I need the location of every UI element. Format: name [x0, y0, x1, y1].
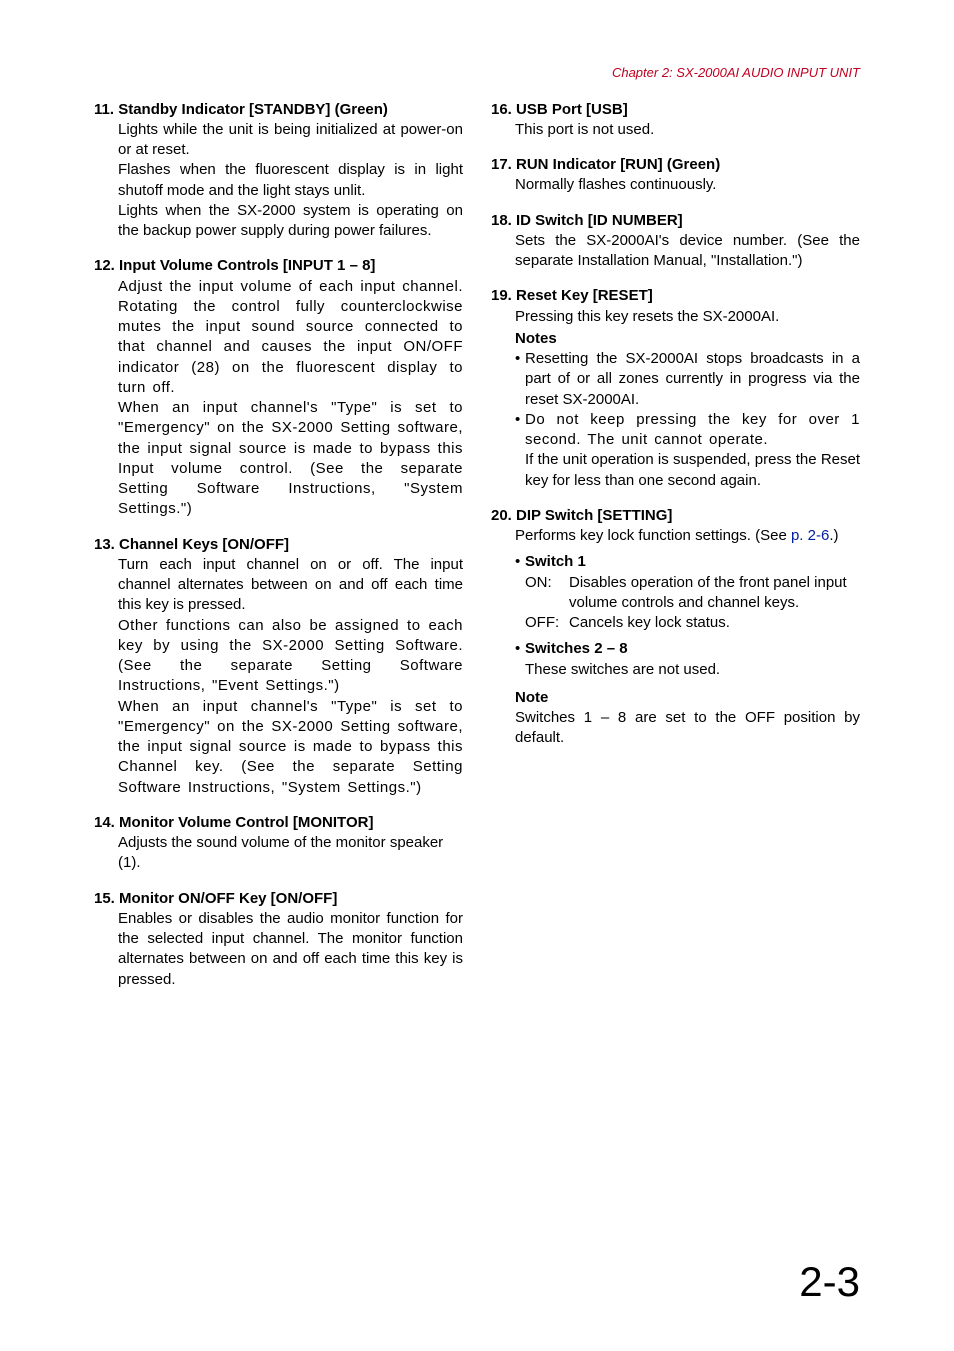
switch-1-on-text: Disables operation of the front panel in…: [569, 573, 860, 614]
entry-13-p3: When an input channel's "Type" is set to…: [118, 697, 463, 798]
entry-20-link[interactable]: p. 2-6: [791, 527, 829, 544]
entry-15-p1: Enables or disables the audio monitor fu…: [118, 909, 463, 990]
entry-16-p1: This port is not used.: [515, 120, 860, 140]
entry-11: 11. Standby Indicator [STANDBY] (Green) …: [94, 100, 463, 242]
switch-1-off-key: OFF:: [525, 613, 563, 633]
entry-19-note2b: If the unit operation is suspended, pres…: [525, 450, 860, 491]
entry-11-p1: Lights while the unit is being initializ…: [118, 120, 463, 161]
entry-19-note2: Do not keep pressing the key for over 1 …: [515, 410, 860, 491]
entry-19-note1: Resetting the SX-2000AI stops broadcasts…: [515, 349, 860, 410]
entry-19-notes-label: Notes: [515, 329, 860, 349]
right-column: 16. USB Port [USB] This port is not used…: [491, 100, 860, 1005]
switch-1-on-row: ON: Disables operation of the front pane…: [525, 573, 860, 614]
entry-20-p1a: Performs key lock function settings. (Se…: [515, 527, 791, 544]
entry-14-title: 14. Monitor Volume Control [MONITOR]: [94, 813, 463, 833]
switch-2-8-desc: These switches are not used.: [525, 660, 860, 680]
entry-18-p1: Sets the SX-2000AI's device number. (See…: [515, 231, 860, 272]
entry-17: 17. RUN Indicator [RUN] (Green) Normally…: [491, 155, 860, 196]
entry-17-p1: Normally flashes continuously.: [515, 175, 860, 195]
entry-20-note-body: Switches 1 – 8 are set to the OFF positi…: [515, 708, 860, 749]
entry-19: 19. Reset Key [RESET] Pressing this key …: [491, 286, 860, 491]
entry-13-title: 13. Channel Keys [ON/OFF]: [94, 535, 463, 555]
entry-12: 12. Input Volume Controls [INPUT 1 – 8] …: [94, 256, 463, 519]
entry-13-p2: Other functions can also be assigned to …: [118, 616, 463, 697]
entry-18-title: 18. ID Switch [ID NUMBER]: [491, 211, 860, 231]
entry-19-p1: Pressing this key resets the SX-2000AI.: [515, 307, 860, 327]
entry-15-title: 15. Monitor ON/OFF Key [ON/OFF]: [94, 889, 463, 909]
switch-1-label: Switch 1: [525, 552, 860, 572]
entry-13: 13. Channel Keys [ON/OFF] Turn each inpu…: [94, 535, 463, 798]
entry-20: 20. DIP Switch [SETTING] Performs key lo…: [491, 506, 860, 749]
entry-11-title: 11. Standby Indicator [STANDBY] (Green): [94, 100, 463, 120]
switch-1-off-text: Cancels key lock status.: [569, 613, 730, 633]
entry-20-title: 20. DIP Switch [SETTING]: [491, 506, 860, 526]
page-number: 2-3: [799, 1254, 860, 1311]
entry-13-p1: Turn each input channel on or off. The i…: [118, 555, 463, 616]
entry-19-title: 19. Reset Key [RESET]: [491, 286, 860, 306]
switch-2-8-label: Switches 2 – 8: [525, 639, 860, 659]
entry-20-p1: Performs key lock function settings. (Se…: [515, 526, 860, 546]
content-columns: 11. Standby Indicator [STANDBY] (Green) …: [94, 100, 860, 1005]
switch-1-on-key: ON:: [525, 573, 563, 614]
switch-2-8: Switches 2 – 8 These switches are not us…: [515, 639, 860, 680]
entry-11-p2: Flashes when the fluorescent display is …: [118, 160, 463, 201]
entry-12-p1: Adjust the input volume of each input ch…: [118, 277, 463, 399]
entry-15: 15. Monitor ON/OFF Key [ON/OFF] Enables …: [94, 889, 463, 990]
entry-16: 16. USB Port [USB] This port is not used…: [491, 100, 860, 141]
entry-14: 14. Monitor Volume Control [MONITOR] Adj…: [94, 813, 463, 874]
entry-19-notes-list: Resetting the SX-2000AI stops broadcasts…: [515, 349, 860, 491]
entry-20-note-label: Note: [515, 688, 860, 708]
entry-12-title: 12. Input Volume Controls [INPUT 1 – 8]: [94, 256, 463, 276]
entry-12-p2: When an input channel's "Type" is set to…: [118, 398, 463, 520]
chapter-header: Chapter 2: SX-2000AI AUDIO INPUT UNIT: [94, 64, 860, 82]
entry-14-p1: Adjusts the sound volume of the monitor …: [118, 833, 463, 874]
entry-11-p3: Lights when the SX-2000 system is operat…: [118, 201, 463, 242]
entry-17-title: 17. RUN Indicator [RUN] (Green): [491, 155, 860, 175]
switch-1: Switch 1 ON: Disables operation of the f…: [515, 552, 860, 633]
left-column: 11. Standby Indicator [STANDBY] (Green) …: [94, 100, 463, 1005]
entry-19-note2a: Do not keep pressing the key for over 1 …: [525, 410, 860, 451]
entry-16-title: 16. USB Port [USB]: [491, 100, 860, 120]
entry-18: 18. ID Switch [ID NUMBER] Sets the SX-20…: [491, 211, 860, 272]
switch-1-off-row: OFF: Cancels key lock status.: [525, 613, 860, 633]
entry-20-p1b: .): [829, 527, 838, 544]
